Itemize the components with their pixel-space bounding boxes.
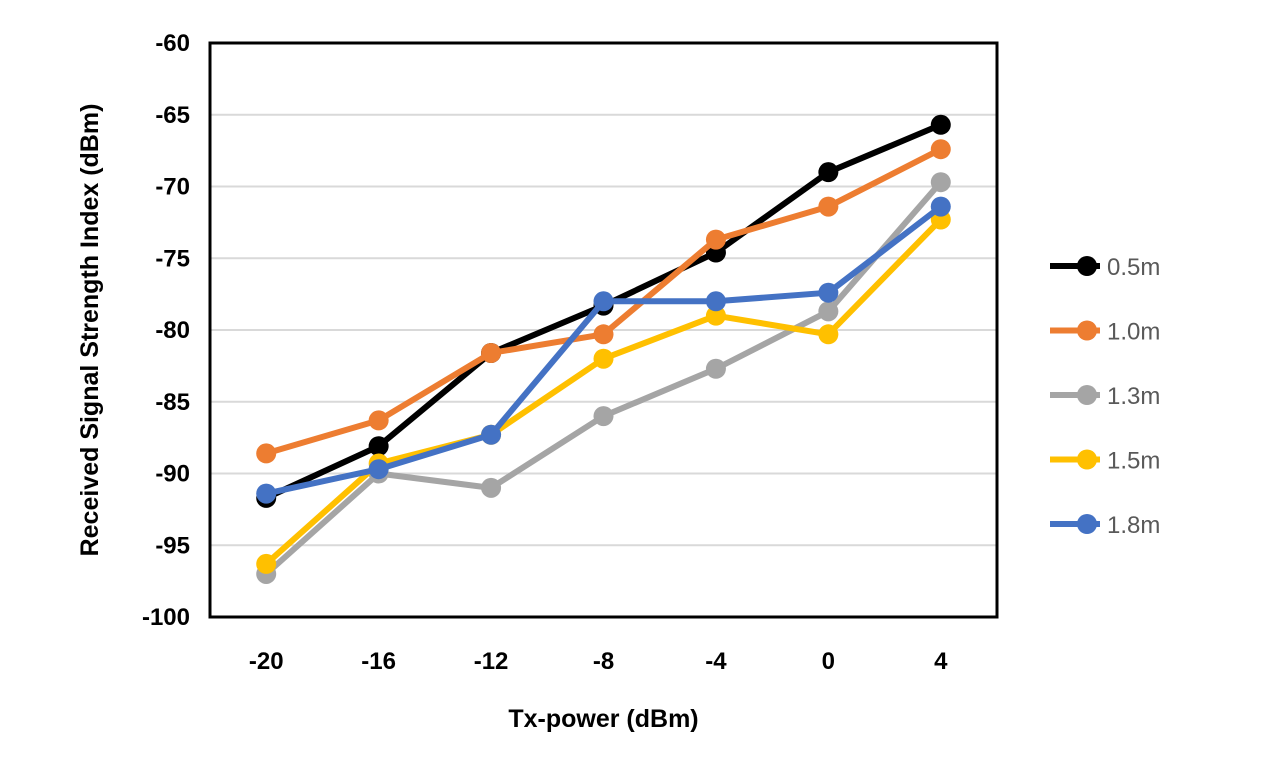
- legend-label: 1.8m: [1107, 512, 1160, 539]
- y-tick-label: -65: [155, 102, 190, 129]
- data-point: [256, 553, 277, 574]
- data-point: [593, 406, 614, 427]
- data-point: [368, 459, 389, 480]
- legend-swatch-marker: [1077, 256, 1097, 276]
- data-point: [368, 410, 389, 431]
- legend-item: 0.5m: [1050, 254, 1160, 281]
- y-axis-title: Received Signal Strength Index (dBm): [76, 104, 104, 557]
- x-tick-label: -12: [474, 648, 509, 675]
- x-tick-label: -16: [361, 648, 396, 675]
- x-tick-label: -4: [705, 648, 727, 675]
- series-line: [264, 180, 944, 577]
- plot-area-border: [208, 41, 999, 619]
- legend-item: 1.8m: [1050, 512, 1160, 539]
- data-point: [593, 348, 614, 369]
- legend: 0.5m 1.0m 1.3m 1.5m 1.8m: [1050, 254, 1160, 539]
- x-tick-label: 4: [934, 648, 948, 675]
- series-0.5m: [256, 114, 951, 508]
- series-line: [264, 217, 943, 567]
- data-point: [593, 324, 614, 345]
- data-point: [818, 282, 839, 303]
- legend-swatch-marker: [1077, 514, 1097, 534]
- y-tick-label: -100: [142, 604, 190, 631]
- data-point: [818, 162, 839, 183]
- data-point: [481, 342, 502, 363]
- data-point: [368, 436, 389, 457]
- legend-item: 1.3m: [1050, 383, 1160, 410]
- x-tick-labels: -20 -16 -12 -8 -4 0 4: [249, 648, 948, 675]
- legend-swatch-marker: [1077, 449, 1097, 470]
- y-tick-label: -95: [155, 532, 190, 559]
- legend-swatch-marker: [1077, 320, 1097, 341]
- data-point: [705, 305, 726, 326]
- legend-label: 1.3m: [1107, 383, 1160, 410]
- data-point: [593, 291, 614, 312]
- data-point: [705, 229, 726, 250]
- legend-label: 0.5m: [1107, 254, 1160, 281]
- data-point: [481, 424, 502, 445]
- data-point: [256, 443, 277, 464]
- data-point: [481, 477, 502, 498]
- x-axis-title: Tx-power (dBm): [508, 705, 698, 733]
- y-tick-label: -60: [155, 30, 190, 57]
- legend-item: 1.0m: [1050, 319, 1160, 346]
- series-1.8m: [256, 196, 951, 504]
- series-lines: [256, 114, 951, 584]
- x-tick-label: -8: [593, 648, 614, 675]
- x-tick-label: -20: [249, 648, 284, 675]
- data-point: [818, 196, 839, 217]
- y-tick-label: -85: [155, 389, 190, 416]
- data-point: [705, 358, 726, 379]
- data-point: [930, 114, 951, 135]
- gridlines: [210, 113, 997, 547]
- series-1.0m: [256, 139, 951, 464]
- x-tick-label: 0: [822, 648, 835, 675]
- legend-label: 1.5m: [1107, 448, 1160, 475]
- data-point: [818, 301, 839, 322]
- data-point: [256, 483, 277, 504]
- legend-label: 1.0m: [1107, 319, 1160, 346]
- data-point: [818, 324, 839, 345]
- data-point: [930, 172, 951, 193]
- y-tick-label: -75: [155, 245, 190, 272]
- y-tick-label: -80: [155, 317, 190, 344]
- data-point: [705, 291, 726, 312]
- series-1.5m: [256, 209, 951, 574]
- legend-swatch-marker: [1077, 385, 1097, 405]
- y-tick-labels: -60 -65 -70 -75 -80 -85 -90 -95 -100: [142, 30, 190, 631]
- data-point: [930, 196, 951, 217]
- data-point: [930, 139, 951, 160]
- legend-item: 1.5m: [1050, 448, 1160, 475]
- series-1.3m: [256, 172, 951, 584]
- y-tick-label: -90: [155, 461, 190, 488]
- y-tick-label: -70: [155, 174, 190, 201]
